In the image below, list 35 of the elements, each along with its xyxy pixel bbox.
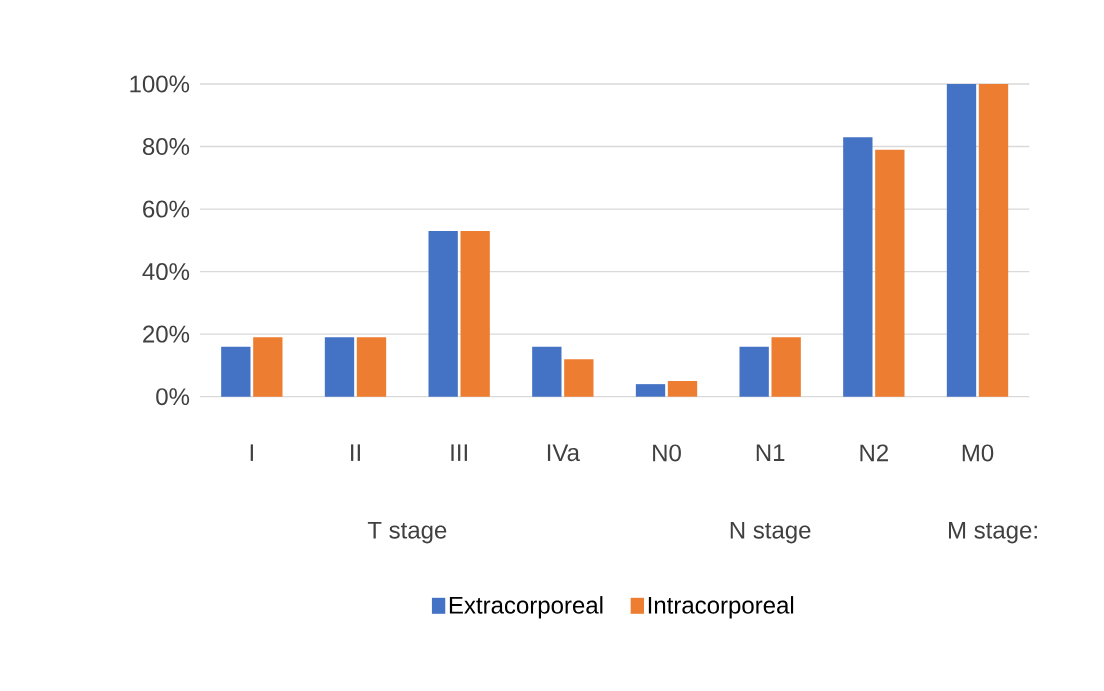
x-tick-label: N0 bbox=[653, 444, 681, 462]
x-tick-label: N2 bbox=[860, 444, 888, 462]
bar bbox=[946, 84, 977, 397]
bar bbox=[564, 359, 594, 397]
bar bbox=[843, 137, 873, 397]
text: N stage bbox=[730, 522, 811, 544]
bar bbox=[253, 337, 283, 397]
y-tick-label: 40% bbox=[142, 263, 190, 281]
text: T stage bbox=[367, 522, 447, 544]
bar bbox=[978, 84, 1009, 397]
bar bbox=[221, 346, 251, 397]
x-tick-label: M0 bbox=[962, 444, 994, 462]
bar bbox=[739, 346, 769, 397]
x-tick-label: I bbox=[250, 444, 253, 462]
bar bbox=[532, 346, 562, 397]
y-tick-label: 0% bbox=[156, 388, 190, 406]
x-tick-label: N1 bbox=[756, 444, 785, 462]
bar bbox=[356, 337, 387, 397]
y-tick-label: 60% bbox=[143, 200, 190, 218]
bar bbox=[667, 381, 698, 397]
x-tick-label: IVa bbox=[547, 444, 580, 462]
y-tick-label: 20% bbox=[143, 325, 190, 343]
bar bbox=[771, 337, 801, 397]
x-tick-label: II bbox=[351, 444, 360, 462]
text: M stage: bbox=[949, 522, 1037, 544]
bar bbox=[324, 337, 355, 397]
x-tick-label: III bbox=[451, 444, 467, 462]
y-tick-label: 100% bbox=[130, 75, 190, 93]
legend-label: Extracorporeal bbox=[449, 596, 603, 619]
bar bbox=[635, 384, 666, 397]
bar bbox=[875, 149, 905, 397]
bar bbox=[428, 231, 458, 397]
y-tick-label: 80% bbox=[142, 138, 190, 156]
bar bbox=[460, 231, 490, 397]
legend-label: Intracorporeal bbox=[648, 596, 794, 619]
